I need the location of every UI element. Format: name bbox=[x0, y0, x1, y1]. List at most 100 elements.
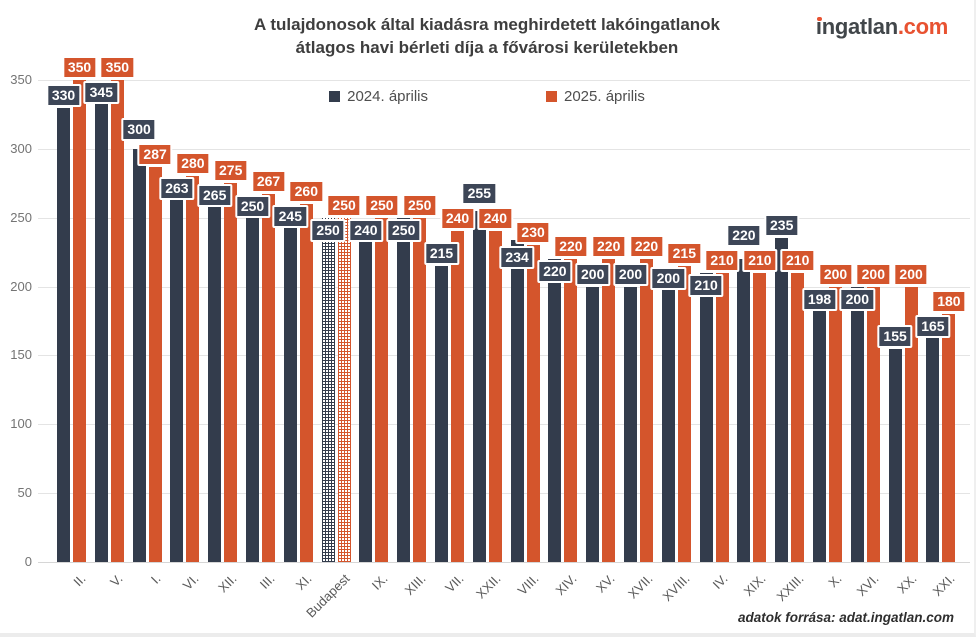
bar-2025-XIV bbox=[564, 259, 578, 562]
x-axis-label-VI: VI. bbox=[179, 571, 202, 593]
value-label-2024-XIII: 250 bbox=[386, 218, 422, 242]
value-label-2025-X: 200 bbox=[817, 262, 854, 286]
bar-2024-V bbox=[94, 86, 108, 562]
chart-title: A tulajdonosok által kiadásra meghirdete… bbox=[0, 13, 974, 59]
value-label-2024-XXI: 165 bbox=[915, 315, 951, 339]
bar-2025-XV bbox=[602, 259, 616, 562]
value-label-2024-XVIII: 200 bbox=[650, 266, 686, 290]
bar-2024-XIX bbox=[737, 259, 751, 562]
value-label-2024-XXIII: 235 bbox=[764, 214, 800, 238]
x-axis-label-XVIII: XVIII. bbox=[659, 571, 693, 605]
value-label-2025-VII: 240 bbox=[439, 207, 476, 231]
value-label-2024-IX: 240 bbox=[348, 218, 384, 242]
bar-2025-X bbox=[829, 286, 842, 562]
x-axis-label-II: II. bbox=[69, 571, 89, 590]
legend-label-2024: 2024. április bbox=[347, 88, 428, 105]
y-axis-tick-50: 50 bbox=[17, 485, 32, 501]
x-axis-label-XV: XV. bbox=[592, 571, 618, 596]
value-label-2024-XX: 155 bbox=[877, 324, 913, 348]
y-axis-tick-100: 100 bbox=[10, 416, 32, 432]
value-label-2024-III: 250 bbox=[234, 195, 271, 219]
bar-2024-I bbox=[132, 148, 146, 562]
bar-2025-II bbox=[73, 80, 86, 562]
value-label-2024-VI: 263 bbox=[159, 177, 195, 201]
x-axis-label-XVI: XVI. bbox=[853, 571, 882, 599]
legend-label-2025: 2025. április bbox=[564, 88, 645, 105]
y-axis-tick-200: 200 bbox=[10, 278, 32, 294]
bar-2025-VI bbox=[186, 176, 200, 562]
bar-2025-XXI bbox=[942, 314, 956, 562]
value-label-2025-XV: 220 bbox=[591, 235, 627, 259]
gridline-150 bbox=[38, 355, 970, 357]
bar-2024-IV bbox=[699, 272, 713, 562]
value-label-2025-XXII: 240 bbox=[477, 207, 513, 231]
logo-brand-text: ingatlan bbox=[815, 14, 898, 39]
bar-2025-XX bbox=[904, 286, 918, 562]
gridline-50 bbox=[38, 493, 970, 495]
bar-2024-IX bbox=[359, 231, 373, 562]
value-label-2024-VIII: 234 bbox=[499, 246, 535, 270]
bar-2024-XII bbox=[208, 197, 222, 562]
bar-2024-VII bbox=[435, 265, 448, 562]
x-axis-label-XXI: XXI. bbox=[929, 571, 958, 599]
gridline-200 bbox=[38, 286, 970, 288]
gridline-0 bbox=[38, 562, 970, 563]
x-axis-label-IX: IX. bbox=[368, 571, 391, 593]
bar-2024-Budapest bbox=[321, 217, 335, 562]
bar-2025-VIII bbox=[526, 245, 540, 562]
value-label-2025-XVIII: 215 bbox=[666, 241, 702, 265]
x-axis-label-XII: XII. bbox=[214, 571, 240, 596]
value-label-2024-V: 345 bbox=[83, 81, 119, 104]
bar-2025-XI bbox=[299, 203, 313, 562]
value-label-2025-XVII: 220 bbox=[628, 235, 665, 259]
bar-2025-XIII bbox=[413, 217, 427, 562]
gridline-100 bbox=[38, 424, 970, 426]
value-label-2024-XII: 265 bbox=[197, 184, 233, 208]
x-axis-label-XXII: XXII. bbox=[473, 571, 504, 602]
bar-2024-XVII bbox=[624, 286, 637, 562]
bar-2025-XVI bbox=[866, 286, 880, 562]
bar-2024-XXI bbox=[926, 334, 940, 562]
value-label-2024-XIX: 220 bbox=[726, 223, 762, 247]
value-label-2025-XXIII: 210 bbox=[780, 248, 816, 272]
bar-2025-XVIII bbox=[677, 265, 691, 562]
ingatlan-logo[interactable]: ingatlan.com bbox=[816, 14, 948, 40]
value-label-2025-XXI: 180 bbox=[931, 290, 967, 314]
value-label-2024-X: 198 bbox=[801, 287, 838, 311]
y-axis-tick-300: 300 bbox=[10, 140, 32, 156]
bar-2025-I bbox=[148, 166, 162, 562]
value-label-2025-IV: 210 bbox=[704, 248, 740, 272]
value-label-2024-IV: 210 bbox=[688, 273, 724, 297]
x-axis-label-VII: VII. bbox=[441, 571, 467, 596]
value-label-2025-XVI: 200 bbox=[855, 262, 891, 286]
bar-2024-XV bbox=[586, 286, 600, 562]
x-axis-label-I: I. bbox=[147, 571, 164, 587]
bar-2024-XIV bbox=[548, 259, 562, 562]
y-axis-tick-150: 150 bbox=[10, 347, 32, 363]
legend-swatch-2025 bbox=[546, 91, 557, 102]
value-label-2025-XIII: 250 bbox=[402, 193, 438, 217]
bar-2024-XVIII bbox=[661, 286, 675, 562]
value-label-2025-VI: 280 bbox=[175, 152, 211, 176]
value-label-2025-XIV: 220 bbox=[553, 235, 589, 259]
legend-swatch-2024 bbox=[329, 91, 341, 102]
bar-2025-VII bbox=[451, 231, 464, 562]
value-label-2025-Budapest: 250 bbox=[326, 193, 362, 217]
value-label-2024-I: 300 bbox=[121, 117, 157, 141]
x-axis-label-IV: IV. bbox=[709, 571, 731, 593]
value-label-2025-XII: 275 bbox=[213, 159, 249, 183]
bar-2025-V bbox=[110, 80, 124, 562]
value-label-2024-Budapest: 250 bbox=[310, 218, 346, 242]
data-source-note: adatok forrása: adat.ingatlan.com bbox=[737, 610, 954, 625]
bar-2024-XIII bbox=[397, 217, 411, 562]
chart-legend: 2024. április 2025. április bbox=[0, 88, 974, 105]
value-label-2025-IX: 250 bbox=[364, 193, 400, 217]
y-axis-tick-350: 350 bbox=[10, 72, 32, 87]
y-axis-tick-0: 0 bbox=[24, 554, 32, 569]
chart-title-line1: A tulajdonosok által kiadásra meghirdete… bbox=[253, 15, 721, 34]
bar-2025-XXIII bbox=[791, 272, 805, 562]
bar-2025-IV bbox=[715, 272, 729, 562]
value-label-2024-XV: 200 bbox=[575, 262, 611, 286]
